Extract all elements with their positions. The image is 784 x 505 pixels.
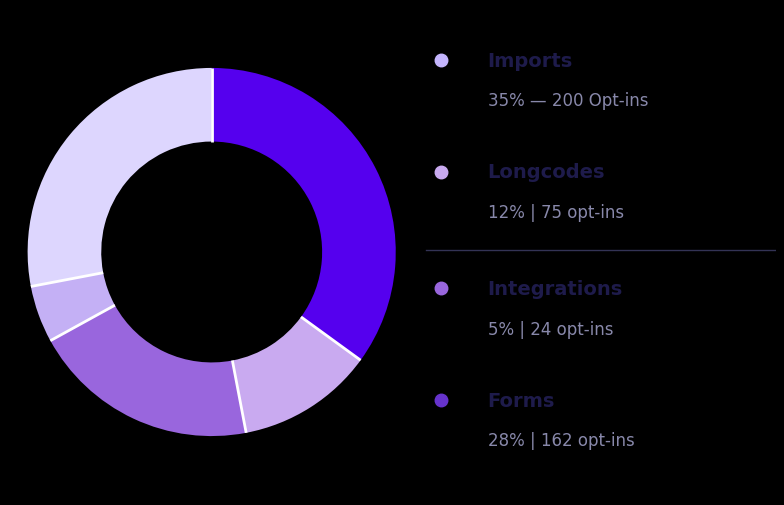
Text: 5% | 24 opt-ins: 5% | 24 opt-ins	[488, 320, 613, 338]
Wedge shape	[50, 306, 246, 436]
Text: Forms: Forms	[488, 391, 555, 410]
Text: 28% | 162 opt-ins: 28% | 162 opt-ins	[488, 432, 634, 449]
Wedge shape	[27, 69, 212, 287]
Text: Imports: Imports	[488, 52, 573, 71]
Text: Longcodes: Longcodes	[488, 163, 605, 182]
Text: Integrations: Integrations	[488, 279, 623, 298]
Wedge shape	[232, 317, 361, 433]
Text: 35% — 200 Opt-ins: 35% — 200 Opt-ins	[488, 92, 648, 110]
Text: 12% | 75 opt-ins: 12% | 75 opt-ins	[488, 204, 624, 222]
Wedge shape	[212, 69, 396, 361]
Wedge shape	[31, 273, 115, 341]
